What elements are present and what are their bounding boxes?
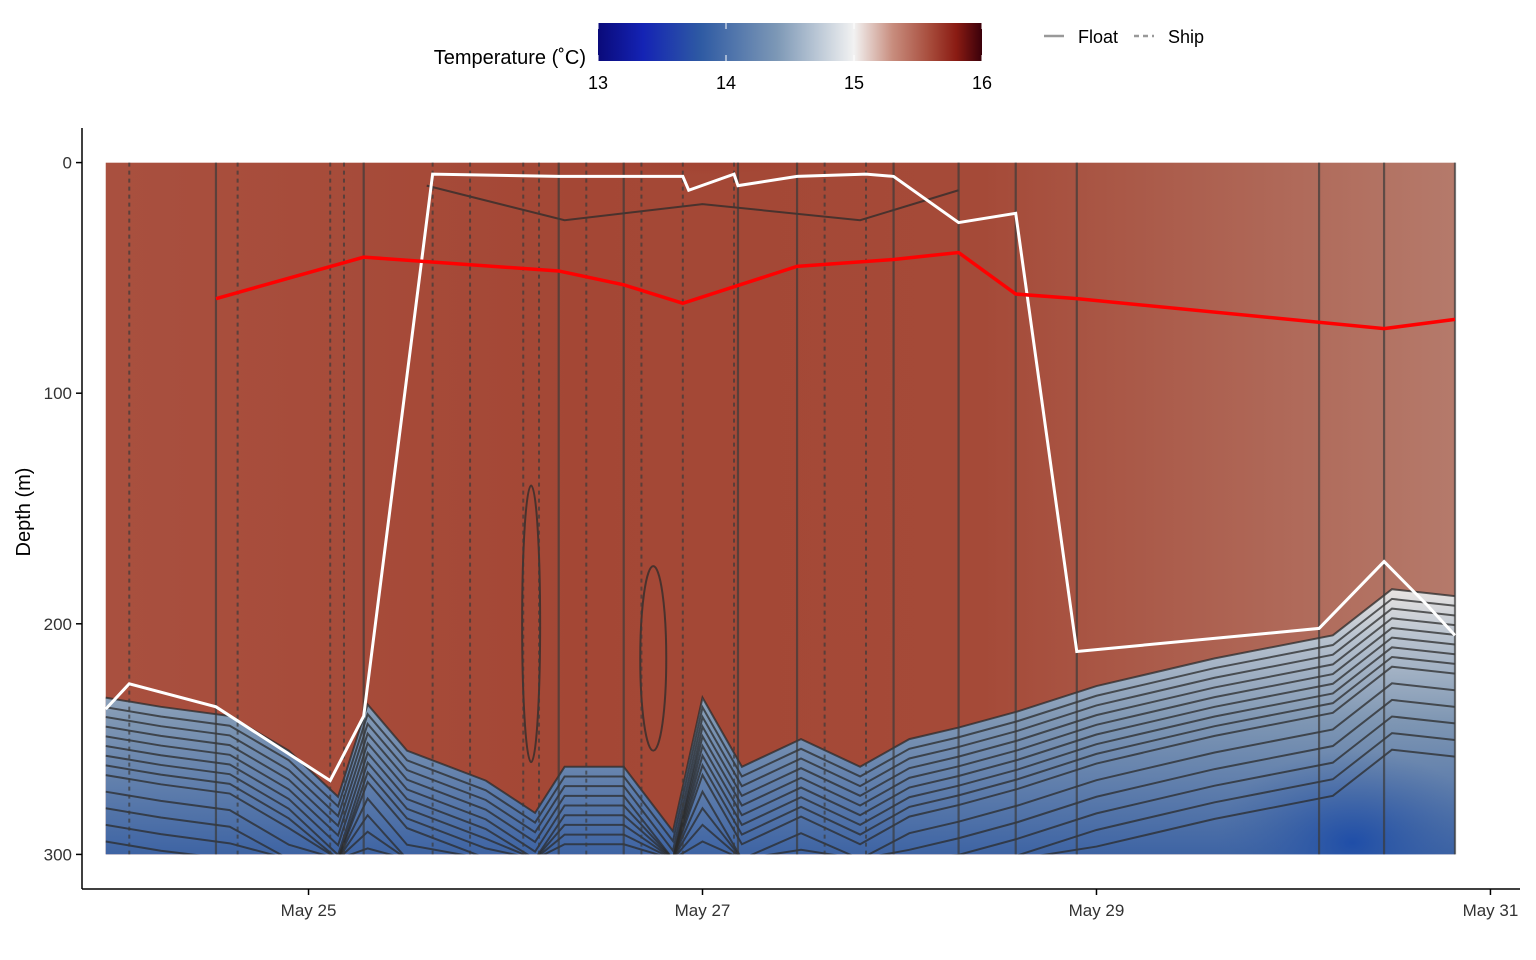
legend: Float Ship	[1044, 27, 1204, 47]
deep-cold-patch	[1214, 750, 1455, 855]
colorbar-tick-label-2: 15	[844, 73, 864, 93]
isotherm-contour-11	[105, 715, 1455, 855]
isotherm-contour-3	[105, 617, 1455, 855]
colorbar-scale	[598, 23, 982, 61]
colorbar-ticks: 13 14 15 16	[588, 23, 992, 93]
deep-water-fill	[105, 589, 1455, 855]
colorbar-title: Temperature (˚C)	[434, 47, 586, 69]
isotherm-contour-13	[1040, 748, 1455, 855]
legend-label-float: Float	[1078, 27, 1118, 47]
x-tick-label-3: May 31	[1463, 901, 1519, 920]
x-tick-label-1: May 27	[675, 901, 731, 920]
legend-label-ship: Ship	[1168, 27, 1204, 47]
isotherm-contour-9	[105, 682, 1455, 855]
isotherm-contour-lens-2	[639, 565, 668, 752]
y-tick-label-2: 200	[44, 615, 72, 634]
white-line	[104, 172, 1457, 783]
red-line	[215, 250, 1456, 331]
isotherm-contour-12	[105, 732, 1455, 855]
x-tick-label-0: May 25	[281, 901, 337, 920]
x-tick-label-2: May 29	[1069, 901, 1125, 920]
isotherm-contour-1	[105, 597, 1455, 844]
isotherm-contour-2	[105, 607, 1455, 854]
colorbar-tick-label-1: 14	[716, 73, 736, 93]
y-axis-label: Depth (m)	[13, 468, 35, 557]
colorbar-tick-label-3: 16	[972, 73, 992, 93]
y-tick-label-0: 0	[63, 154, 72, 173]
y-tick-label-1: 100	[44, 384, 72, 403]
colorbar-tick-label-0: 13	[588, 73, 608, 93]
axes: 0 100 200 300 May 25 May 27 May 29 May 31 Dept…	[13, 128, 1520, 920]
colorbar: Temperature (˚C) 13 14 15 16	[434, 23, 992, 93]
isotherm-contour-10	[105, 698, 1455, 855]
x-axis-ticks: May 25 May 27 May 29 May 31	[281, 889, 1519, 920]
isotherm-contour-lens-1	[521, 484, 542, 764]
isotherm-contour-6	[105, 646, 1455, 855]
y-axis-ticks: 0 100 200 300	[44, 154, 82, 864]
surface-warm-patch	[485, 162, 920, 232]
y-tick-label-3: 300	[44, 845, 72, 864]
